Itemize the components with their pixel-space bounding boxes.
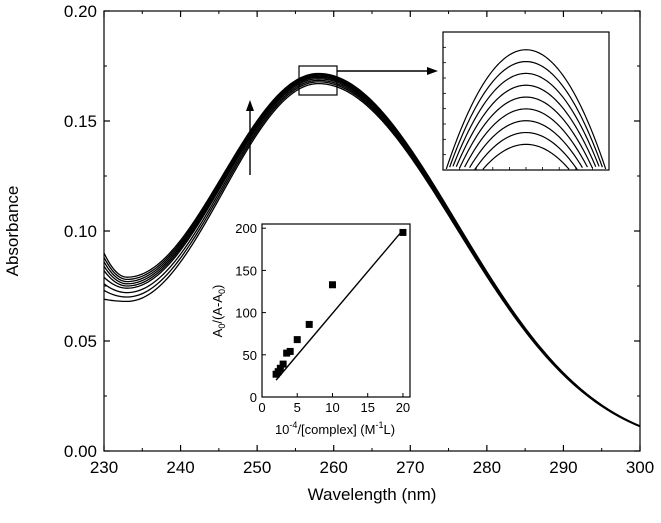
data-point: [293, 336, 301, 344]
y-axis-label: Absorbance: [3, 186, 22, 277]
x-tick-label: 300: [626, 458, 654, 477]
x-tick-label: 270: [396, 458, 424, 477]
main-ticks: 230 240 250 260 270 280 290 300 0.00 0.05 0.10 0.15…: [64, 2, 654, 477]
data-point: [286, 347, 294, 355]
main-curves: [103, 72, 641, 428]
y-tick-label: 0.10: [64, 222, 97, 241]
data-point: [279, 360, 287, 368]
inset-y-tick-label: 50: [243, 348, 257, 363]
zoom-curve: [464, 108, 588, 168]
spectrum-curve: [103, 72, 641, 427]
inset-x-axis-label: 10-4/[complex] (M-1L): [275, 420, 395, 437]
x-tick-label: 250: [243, 458, 271, 477]
zoom-curve: [449, 60, 603, 168]
data-point: [276, 364, 284, 372]
x-tick-label: 290: [549, 458, 577, 477]
zoom-curves: [445, 49, 607, 171]
inset-y-tick-label: 200: [235, 221, 257, 236]
inset-y-tick-label: 150: [235, 263, 257, 278]
inset-x-tick-label: 10: [325, 400, 339, 415]
zoom-selection-box: [298, 65, 338, 96]
inset-x-tick-label: 0: [258, 400, 265, 415]
x-tick-label: 240: [166, 458, 194, 477]
zoom-curve: [474, 131, 578, 171]
data-point: [399, 228, 407, 236]
inset-x-tick-label: 20: [396, 400, 410, 415]
zoom-ticks: [443, 46, 593, 170]
y-tick-label: 0.20: [64, 2, 97, 21]
zoom-curve: [445, 49, 607, 170]
y-tick-label: 0.15: [64, 112, 97, 131]
inset-fit-line: [275, 229, 404, 381]
increase-arrow: [246, 100, 254, 175]
zoom-curve: [482, 143, 570, 170]
inset-y-tick-label: 0: [250, 390, 257, 405]
inset-points: [272, 228, 407, 378]
zoom-curve: [452, 72, 600, 167]
x-axis-label: Wavelength (nm): [308, 485, 437, 504]
zoom-curve: [459, 96, 593, 169]
zoom-arrow: [337, 67, 438, 75]
zoom-curve: [455, 84, 597, 167]
inset-x-tick-label: 5: [294, 400, 301, 415]
inset-x-tick-label: 15: [360, 400, 374, 415]
y-tick-label: 0.00: [64, 442, 97, 461]
inset-y-axis-label: A0/(A-A0): [210, 285, 227, 338]
data-point: [328, 281, 336, 289]
x-tick-label: 260: [320, 458, 348, 477]
zoom-inset-frame: [442, 31, 610, 171]
y-tick-label: 0.05: [64, 332, 97, 351]
data-point: [305, 320, 313, 328]
data-point: [283, 349, 291, 357]
x-tick-label: 280: [473, 458, 501, 477]
fit-line: [275, 229, 404, 381]
x-tick-label: 230: [90, 458, 118, 477]
inset-y-tick-label: 100: [235, 306, 257, 321]
zoom-curve: [469, 120, 583, 169]
